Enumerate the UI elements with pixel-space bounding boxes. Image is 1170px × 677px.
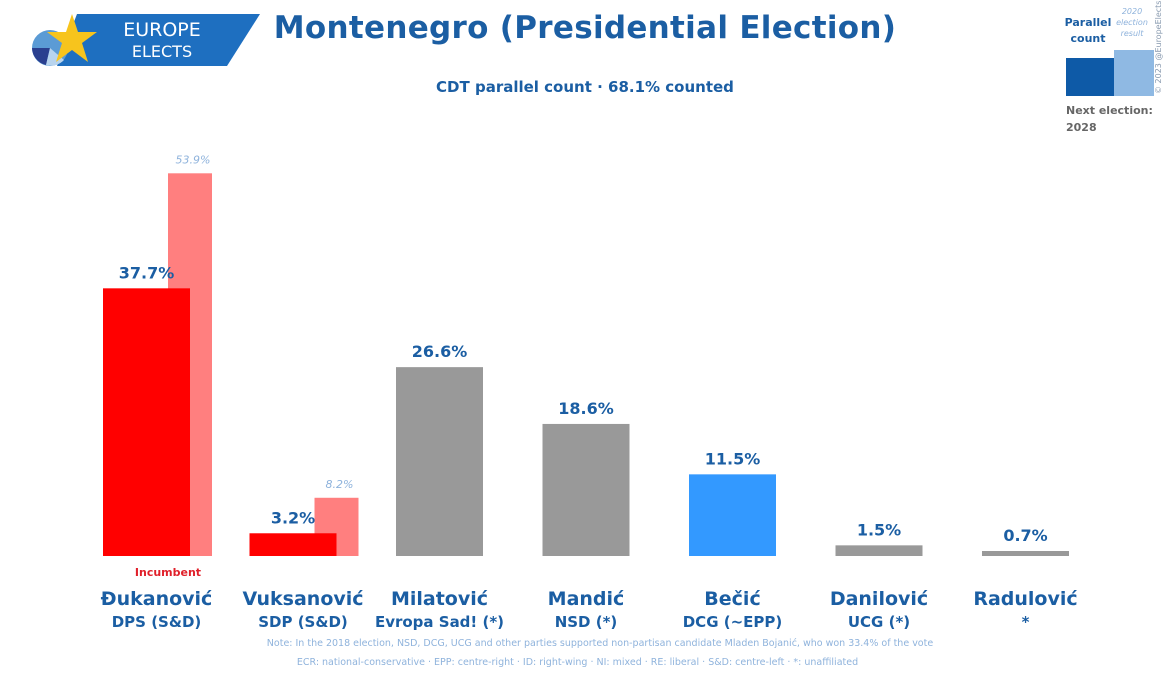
bar: [249, 533, 337, 556]
value-label: 11.5%: [705, 449, 761, 468]
bar: [396, 367, 483, 556]
candidate-name: Milatović: [391, 588, 488, 610]
party-label: DPS (S&D): [112, 613, 202, 631]
party-label: NSD (*): [555, 613, 618, 631]
legend: Parallel count 2020 election result © 20…: [1062, 1, 1170, 142]
europe-elects-logo: EUROPE ELECTS: [32, 14, 260, 66]
value-label: 1.5%: [857, 520, 901, 539]
legend-current-label: Parallel count: [1064, 16, 1112, 45]
next-election: Next election: 2028: [1066, 104, 1153, 134]
party-label: *: [1022, 613, 1030, 631]
candidate-name: Đukanović: [101, 588, 213, 610]
group-legend: ECR: national-conservative · EPP: centre…: [296, 657, 859, 668]
bar: [835, 545, 923, 556]
party-label: Evropa Sad! (*): [375, 613, 504, 631]
legend-previous-swatch: [1114, 50, 1154, 96]
incumbent-annotation: Incumbent: [135, 566, 201, 579]
footnote: Note: In the 2018 election, NSD, DCG, UC…: [266, 638, 934, 649]
bar: [103, 288, 190, 556]
legend-current-swatch: [1066, 58, 1114, 96]
value-label: 26.6%: [412, 342, 468, 361]
legend-previous-label: 2020 election result: [1116, 7, 1148, 38]
previous-value-label: 53.9%: [176, 153, 211, 166]
candidate-name: Radulović: [973, 588, 1077, 610]
star-icon: [47, 14, 97, 62]
party-label: SDP (S&D): [258, 613, 348, 631]
bar: [542, 423, 630, 556]
value-label: 3.2%: [271, 508, 315, 527]
party-label: UCG (*): [848, 613, 910, 631]
bar: [982, 551, 1069, 556]
bar: [689, 474, 776, 556]
previous-value-label: 8.2%: [326, 478, 354, 491]
value-label: 0.7%: [1003, 526, 1047, 545]
candidate-name: Vuksanović: [242, 588, 363, 610]
logo-pie-slice: [46, 48, 64, 66]
logo-pie-slice: [32, 48, 50, 65]
logo-banner: [57, 14, 260, 66]
chart-title: Montenegro (Presidential Election): [273, 10, 897, 46]
value-label: 18.6%: [558, 399, 614, 418]
candidate-name: Mandić: [548, 588, 625, 610]
party-label: DCG (~EPP): [683, 613, 783, 631]
logo-line2: ELECTS: [132, 42, 192, 61]
candidate-name: Bečić: [704, 588, 760, 610]
chart-subtitle: CDT parallel count · 68.1% counted: [436, 78, 734, 96]
logo-line1: EUROPE: [123, 19, 201, 41]
value-label: 37.7%: [119, 263, 175, 282]
candidate-name: Danilović: [830, 588, 928, 610]
